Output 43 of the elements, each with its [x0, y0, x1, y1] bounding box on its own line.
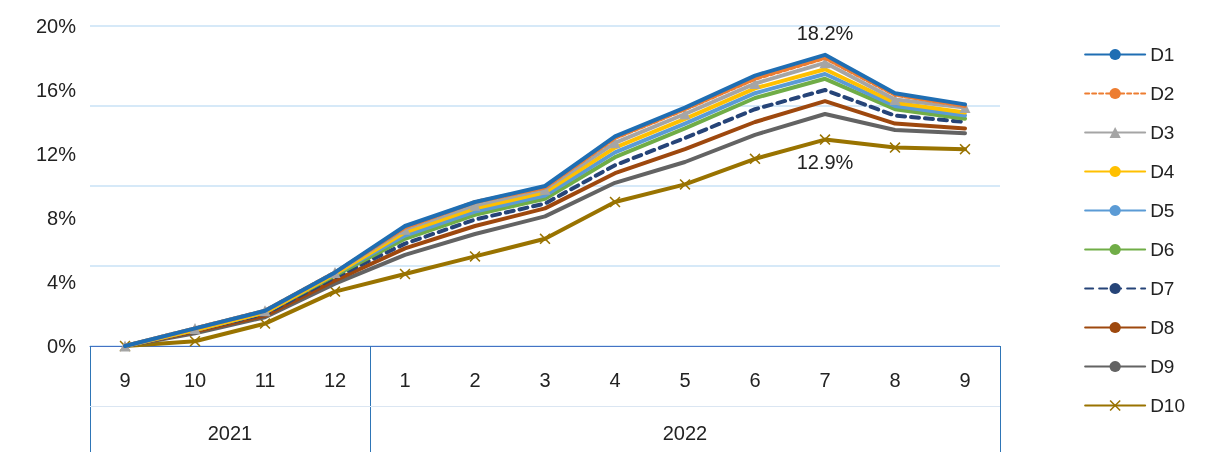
data-label: 12.9% [796, 150, 854, 173]
x-tick-label: 6 [749, 369, 761, 391]
legend-label: D2 [1150, 83, 1175, 104]
y-tick-label: 16% [35, 79, 77, 101]
x-tick-label: 3 [539, 369, 551, 391]
y-tick-label: 0% [47, 335, 77, 357]
x-tick-label: 5 [679, 369, 691, 391]
point [959, 143, 971, 155]
y-tick-label: 12% [35, 143, 77, 165]
legend-label: D3 [1150, 122, 1175, 143]
x-tick-label: 2 [469, 369, 481, 391]
x-tick-label: 10 [183, 369, 207, 391]
data-label: 18.2% [796, 21, 854, 44]
x-tick-label: 9 [119, 369, 131, 391]
point [609, 196, 621, 208]
y-tick-label: 8% [47, 207, 77, 229]
point [189, 335, 201, 347]
x-tick-label: 4 [609, 369, 621, 391]
y-tick-label: 20% [35, 15, 77, 37]
x-tick-label: 12 [323, 369, 347, 391]
point [399, 268, 411, 280]
text: 2022 [662, 422, 708, 445]
legend-label: D9 [1150, 356, 1175, 377]
point [819, 134, 831, 146]
legend-label: D8 [1150, 317, 1175, 338]
legend-label: D5 [1150, 200, 1175, 221]
legend-label: D6 [1150, 239, 1175, 260]
x-tick-label: 9 [959, 369, 971, 391]
x-tick-label: 8 [889, 369, 901, 391]
x-tick-label: 1 [399, 369, 411, 391]
point [539, 233, 551, 245]
y-tick-label: 4% [47, 271, 77, 293]
point [469, 250, 481, 262]
x-tick-label: 7 [819, 369, 831, 391]
point [749, 153, 761, 165]
legend-label: D10 [1150, 395, 1185, 416]
legend-label: D7 [1150, 278, 1175, 299]
legend-label: D4 [1150, 161, 1175, 182]
legend-label: D1 [1150, 44, 1175, 65]
point [679, 178, 691, 190]
text: 2021 [207, 422, 253, 445]
x-tick-label: 11 [254, 369, 276, 391]
point [889, 142, 901, 154]
